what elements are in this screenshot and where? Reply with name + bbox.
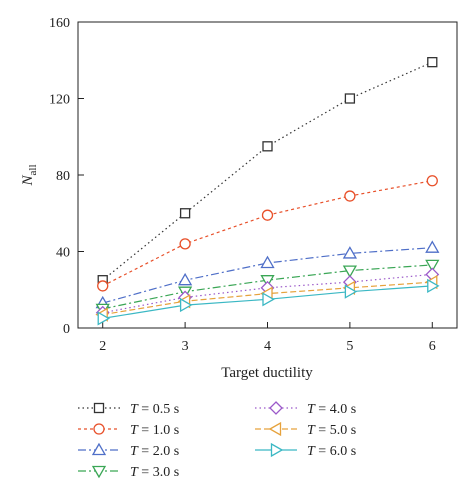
- data-point: [344, 284, 358, 299]
- data-point: [260, 255, 275, 269]
- data-point: [342, 246, 358, 259]
- series-line: [102, 180, 433, 287]
- x-axis-label: Target ductility: [221, 365, 313, 381]
- data-point: [179, 208, 191, 219]
- legend-marker: [91, 442, 107, 456]
- x-tick-label: 3: [182, 339, 189, 354]
- legend-entry: T = 1.0 s: [78, 423, 179, 438]
- legend-marker: [269, 401, 283, 415]
- series-7: [97, 278, 440, 326]
- legend-marker: [93, 423, 105, 435]
- series-line: [102, 61, 433, 281]
- data-point: [425, 259, 440, 273]
- legend-label: T = 2.0 s: [130, 444, 179, 459]
- data-point: [426, 175, 438, 187]
- series-4: [95, 259, 440, 317]
- data-point: [97, 311, 111, 326]
- legend-entry: T = 4.0 s: [255, 401, 356, 417]
- legend-entry: T = 5.0 s: [255, 421, 356, 438]
- y-tick-label: 160: [49, 16, 70, 31]
- legend-marker: [93, 402, 105, 414]
- legend-label: T = 3.0 s: [130, 465, 179, 480]
- legend-value: = 1.0 s: [138, 423, 179, 438]
- data-point: [261, 209, 274, 221]
- legend-marker: [91, 465, 107, 479]
- legend-entry: T = 0.5 s: [78, 402, 179, 417]
- legend-entry: T = 3.0 s: [78, 465, 179, 480]
- y-axis-label-main: N: [20, 175, 36, 187]
- x-axis: 2 3 4 5 6: [99, 322, 436, 354]
- data-point: [344, 93, 356, 104]
- legend-value: = 5.0 s: [315, 423, 356, 438]
- legend-symbol: T: [307, 423, 316, 438]
- legend-label: T = 4.0 s: [307, 402, 356, 417]
- data-point: [262, 141, 273, 152]
- legend-value: = 4.0 s: [315, 402, 356, 417]
- legend-value: = 3.0 s: [138, 465, 179, 480]
- data-point: [344, 190, 356, 202]
- x-tick-label: 4: [264, 339, 271, 354]
- series-layer: [95, 57, 440, 326]
- series-2: [97, 175, 438, 292]
- data-point: [342, 265, 358, 278]
- legend: T = 0.5 sT = 1.0 sT = 2.0 sT = 3.0 sT = …: [78, 401, 356, 480]
- legend-label: T = 0.5 s: [130, 402, 179, 417]
- legend-symbol: T: [130, 465, 139, 480]
- legend-value: = 2.0 s: [138, 444, 179, 459]
- legend-symbol: T: [130, 423, 139, 438]
- legend-symbol: T: [130, 402, 139, 417]
- y-tick-label: 120: [49, 93, 70, 108]
- data-point: [425, 240, 440, 253]
- legend-entry: T = 6.0 s: [255, 442, 356, 459]
- x-tick-label: 5: [346, 339, 353, 354]
- legend-value: = 6.0 s: [315, 444, 356, 459]
- y-tick-label: 80: [56, 169, 70, 184]
- legend-label: T = 1.0 s: [130, 423, 179, 438]
- data-point: [427, 278, 440, 294]
- data-point: [179, 297, 193, 313]
- legend-label: T = 5.0 s: [307, 423, 356, 438]
- data-point: [177, 272, 193, 286]
- legend-marker: [268, 421, 282, 437]
- data-point: [97, 280, 109, 292]
- y-tick-label: 40: [56, 246, 70, 261]
- x-tick-label: 6: [429, 339, 436, 354]
- data-point: [262, 292, 275, 307]
- data-point: [179, 238, 191, 250]
- legend-symbol: T: [130, 444, 139, 459]
- legend-marker: [270, 442, 284, 458]
- plot-area: 0 40 80 120 160 2 3 4 5 6: [49, 16, 458, 354]
- data-point: [427, 57, 438, 68]
- legend-entry: T = 2.0 s: [78, 442, 179, 459]
- legend-symbol: T: [307, 402, 316, 417]
- legend-label: T = 6.0 s: [307, 444, 356, 459]
- x-tick-label: 2: [99, 339, 106, 354]
- y-axis-label-sub: all: [27, 164, 39, 175]
- legend-value: = 0.5 s: [138, 402, 179, 417]
- legend-symbol: T: [307, 444, 316, 459]
- y-tick-label: 0: [63, 322, 70, 337]
- y-axis-label: Nall: [20, 164, 39, 186]
- y-axis: 0 40 80 120 160: [49, 16, 84, 337]
